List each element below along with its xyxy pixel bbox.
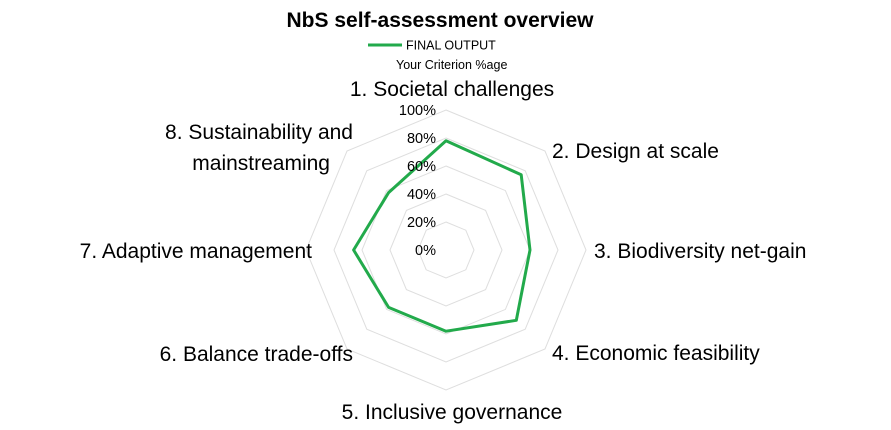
tick-labels: 0% 20% 40% 60% 80% 100% (399, 103, 436, 259)
category-label: 4. Economic feasibility (552, 342, 760, 365)
legend-series-subtitle: Your Criterion %age (396, 58, 507, 72)
category-label: 5. Inclusive governance (342, 401, 563, 424)
series-layer (352, 139, 532, 333)
tick-label: 100% (399, 103, 436, 119)
chart-title: NbS self-assessment overview (287, 9, 595, 32)
category-labels: 1. Societal challenges 2. Design at scale… (80, 78, 807, 424)
series-line (352, 139, 532, 333)
tick-label: 80% (407, 131, 436, 147)
category-label: 1. Societal challenges (350, 78, 554, 101)
category-label: 2. Design at scale (552, 140, 719, 163)
grid-ring (389, 193, 503, 307)
category-label: 7. Adaptive management (80, 240, 312, 263)
tick-label: 60% (407, 159, 436, 175)
category-label-line2: mainstreaming (192, 152, 330, 175)
grid-ring (417, 221, 475, 279)
tick-label: 40% (407, 187, 436, 203)
category-label: 6. Balance trade-offs (160, 343, 353, 366)
tick-label: 20% (407, 215, 436, 231)
legend-series-name: FINAL OUTPUT (406, 39, 496, 53)
grid-ring (305, 109, 587, 391)
grid-ring (333, 137, 559, 363)
category-label: 3. Biodiversity net-gain (594, 240, 806, 263)
grid-ring (361, 165, 531, 335)
legend: FINAL OUTPUT Your Criterion %age (368, 39, 507, 72)
category-label: 8. Sustainability and (165, 121, 353, 144)
tick-label: 0% (415, 243, 436, 259)
